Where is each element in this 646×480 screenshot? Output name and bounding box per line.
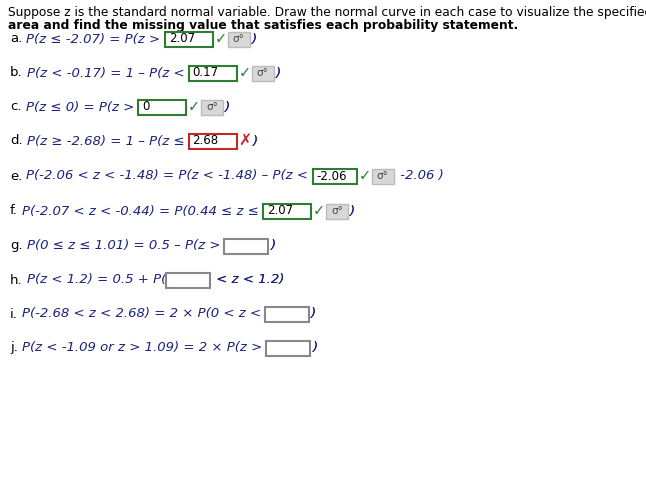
Text: ): ) xyxy=(275,67,280,80)
Text: P(-2.68 < z < 2.68) = 2 × P(0 < z <: P(-2.68 < z < 2.68) = 2 × P(0 < z < xyxy=(22,308,266,321)
Text: σ°: σ° xyxy=(377,171,388,181)
Text: P(z ≥ -2.68) = 1 – P(z ≤: P(z ≥ -2.68) = 1 – P(z ≤ xyxy=(26,134,189,147)
FancyBboxPatch shape xyxy=(138,99,186,115)
Text: P(z < -1.09 or z > 1.09) = 2 × P(z >: P(z < -1.09 or z > 1.09) = 2 × P(z > xyxy=(22,341,266,355)
Text: P(z ≤ 0) = P(z >: P(z ≤ 0) = P(z > xyxy=(25,100,138,113)
Text: 2.68: 2.68 xyxy=(193,134,218,147)
Text: 0: 0 xyxy=(142,100,149,113)
Text: ): ) xyxy=(252,33,256,46)
Text: P(z < -0.17) = 1 – P(z <: P(z < -0.17) = 1 – P(z < xyxy=(26,67,189,80)
Text: h.: h. xyxy=(10,274,23,287)
Text: 2.07: 2.07 xyxy=(169,33,194,46)
Text: f.: f. xyxy=(10,204,18,217)
Text: ): ) xyxy=(313,341,317,355)
Text: ): ) xyxy=(311,308,317,321)
Text: P(-2.06 < z < -1.48) = P(z < -1.48) – P(z <: P(-2.06 < z < -1.48) = P(z < -1.48) – P(… xyxy=(26,169,313,182)
Text: 0.17: 0.17 xyxy=(193,67,218,80)
Text: ): ) xyxy=(275,67,280,80)
FancyBboxPatch shape xyxy=(201,99,223,115)
Text: ✓: ✓ xyxy=(238,65,251,81)
Text: P(-2.07 < z < -0.44) = P(0.44 ≤ z ≤: P(-2.07 < z < -0.44) = P(0.44 ≤ z ≤ xyxy=(22,204,263,217)
Text: σ°: σ° xyxy=(331,206,343,216)
Text: d.: d. xyxy=(10,134,23,147)
Text: P(0 ≤ z ≤ 1.01) = 0.5 – P(z >: P(0 ≤ z ≤ 1.01) = 0.5 – P(z > xyxy=(26,240,224,252)
Text: a.: a. xyxy=(10,33,22,46)
Text: < z < 1.2): < z < 1.2) xyxy=(212,274,284,287)
FancyBboxPatch shape xyxy=(326,204,348,218)
Text: P(z ≤ -2.07) = P(z >: P(z ≤ -2.07) = P(z > xyxy=(26,33,165,46)
Text: Suppose z is the standard normal variable. Draw the normal curve in each case to: Suppose z is the standard normal variabl… xyxy=(8,6,646,19)
Text: 2.07: 2.07 xyxy=(267,204,293,217)
Text: σ°: σ° xyxy=(256,68,269,78)
Text: c.: c. xyxy=(10,100,21,113)
FancyBboxPatch shape xyxy=(251,65,273,81)
Text: σ°: σ° xyxy=(233,34,245,44)
Text: e.: e. xyxy=(10,169,23,182)
Text: ): ) xyxy=(350,204,355,217)
Text: ): ) xyxy=(311,308,317,321)
Text: ✗: ✗ xyxy=(238,133,252,148)
Text: ): ) xyxy=(271,240,275,252)
FancyBboxPatch shape xyxy=(227,32,249,47)
Text: j.: j. xyxy=(10,341,18,355)
Text: ): ) xyxy=(271,240,275,252)
Text: ✓: ✓ xyxy=(188,99,200,115)
Text: area and find the missing value that satisfies each probability statement.: area and find the missing value that sat… xyxy=(8,19,518,32)
Text: ): ) xyxy=(252,33,256,46)
Text: g.: g. xyxy=(10,240,23,252)
Text: b.: b. xyxy=(10,67,23,80)
FancyBboxPatch shape xyxy=(266,340,310,356)
FancyBboxPatch shape xyxy=(371,168,393,183)
Text: -2.06 ): -2.06 ) xyxy=(395,169,443,182)
FancyBboxPatch shape xyxy=(165,32,213,47)
Text: ): ) xyxy=(253,134,258,147)
Text: ): ) xyxy=(253,134,258,147)
FancyBboxPatch shape xyxy=(189,65,236,81)
FancyBboxPatch shape xyxy=(266,307,309,322)
Text: ✓: ✓ xyxy=(359,168,371,183)
Text: ): ) xyxy=(350,204,355,217)
Text: < z < 1.2): < z < 1.2) xyxy=(212,274,284,287)
Text: ): ) xyxy=(313,341,317,355)
FancyBboxPatch shape xyxy=(166,273,210,288)
Text: σ°: σ° xyxy=(206,102,218,112)
FancyBboxPatch shape xyxy=(263,204,311,218)
Text: ✓: ✓ xyxy=(313,204,325,218)
Text: -2.06: -2.06 xyxy=(317,169,347,182)
Text: ): ) xyxy=(225,100,230,113)
FancyBboxPatch shape xyxy=(224,239,268,253)
Text: i.: i. xyxy=(10,308,18,321)
Text: P(z < 1.2) = 0.5 + P(: P(z < 1.2) = 0.5 + P( xyxy=(26,274,166,287)
FancyBboxPatch shape xyxy=(189,133,236,148)
Text: ✓: ✓ xyxy=(214,32,227,47)
Text: ): ) xyxy=(225,100,230,113)
FancyBboxPatch shape xyxy=(313,168,357,183)
